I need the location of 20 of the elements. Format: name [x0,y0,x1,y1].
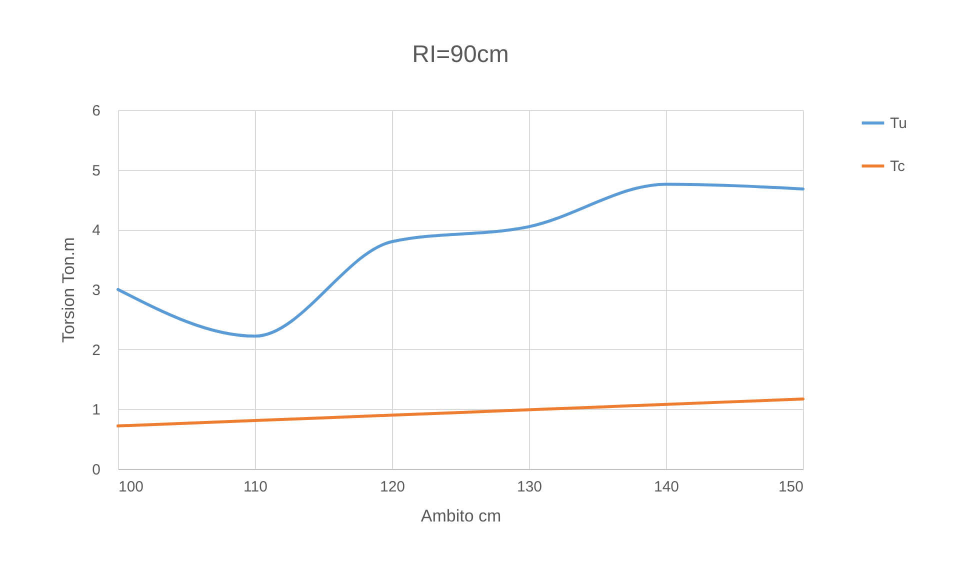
line-series [116,182,804,338]
y-tick-label: 2 [92,342,100,359]
x-tick-label: 100 [118,478,144,496]
y-tick-label: 0 [92,462,100,478]
y-tick-label: 4 [92,222,100,240]
y-axis-title: Torsion Ton.m [59,237,78,343]
legend-label: Tc [890,158,906,175]
legend-label: Tu [890,115,907,132]
x-tick-label: 110 [244,478,268,496]
x-tick-label: 120 [380,478,406,496]
y-tick-label: 5 [92,162,100,180]
x-axis-title: Ambito cm [420,506,502,526]
chart-title: RI=90cm [412,41,509,68]
y-tick-label: 6 [92,102,100,120]
x-tick-label: 140 [654,478,680,496]
line-series [116,397,804,428]
x-tick-label: 130 [516,478,542,496]
y-tick-label: 1 [92,402,100,419]
y-tick-label: 3 [92,282,100,299]
x-tick-label: 150 [778,478,804,496]
